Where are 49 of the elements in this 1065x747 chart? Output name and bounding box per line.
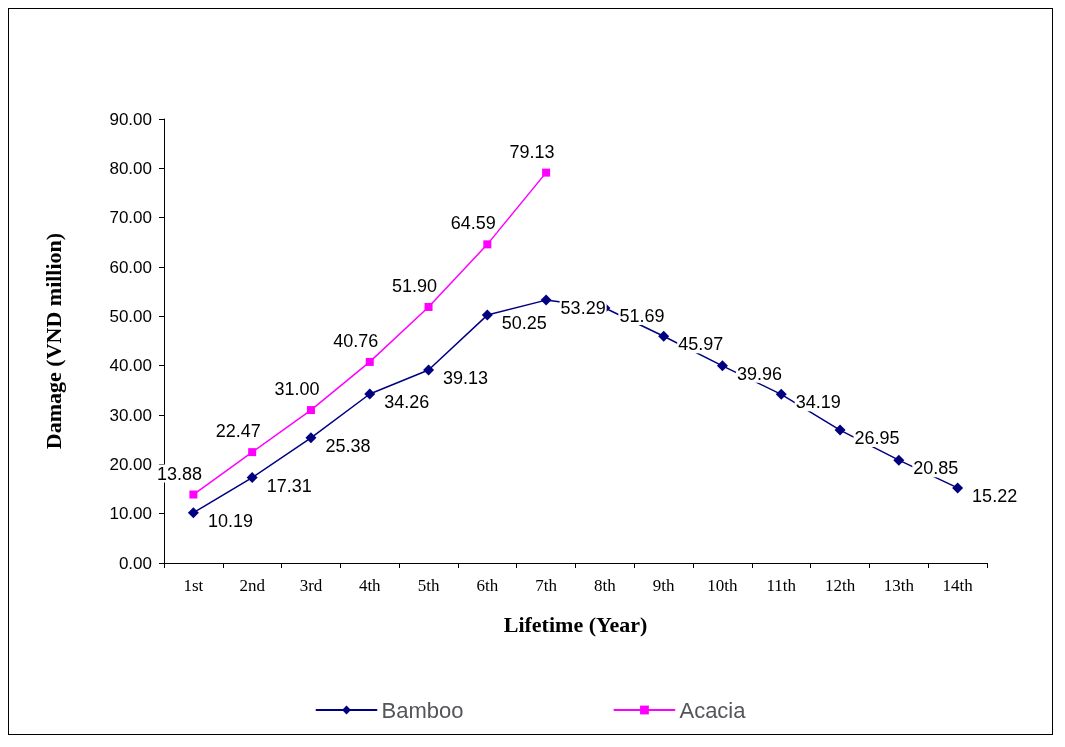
x-tick-label: 3rd [299, 576, 323, 595]
x-tick-label: 8th [594, 576, 617, 595]
data-label: 17.31 [266, 475, 312, 496]
data-label: 13.88 [156, 463, 202, 484]
x-tick-label: 6th [476, 576, 499, 595]
legend-label: Acacia [679, 697, 747, 723]
y-tick-label: 0.00 [118, 553, 152, 573]
data-label: 51.69 [619, 306, 665, 326]
x-tick-label: 5th [417, 576, 440, 595]
data-label: 20.85 [913, 458, 959, 479]
data-label: 51.90 [392, 275, 438, 296]
data-label: 50.25 [501, 313, 547, 334]
data-label: 79.13 [509, 141, 555, 162]
data-label: 64.59 [450, 213, 496, 234]
x-tick-label: 2nd [239, 576, 266, 595]
y-tick-label: 80.00 [109, 158, 152, 178]
x-tick-label: 9th [652, 576, 676, 595]
data-label: 25.38 [325, 435, 371, 456]
y-tick-label: 90.00 [109, 109, 152, 129]
x-tick-label: 7th [535, 576, 558, 595]
x-axis-title: Lifetime (Year) [503, 611, 648, 637]
data-label: 34.19 [795, 392, 841, 413]
y-tick-label: 20.00 [109, 454, 152, 474]
x-tick-label: 11th [766, 576, 797, 595]
x-tick-label: 13th [883, 576, 915, 595]
x-tick-label: 1st [183, 576, 204, 595]
y-tick-label: 60.00 [109, 257, 152, 277]
data-label: 39.96 [736, 363, 783, 384]
x-tick-label: 4th [358, 576, 382, 595]
y-axis-title: Damage (VND million) [40, 232, 66, 450]
data-label: 26.95 [854, 428, 900, 449]
x-tick-label: 10th [707, 576, 739, 595]
x-tick-label: 12th [824, 576, 856, 595]
data-label: 15.22 [972, 485, 1018, 506]
data-label: 31.00 [274, 379, 320, 400]
y-tick-label: 40.00 [109, 356, 152, 376]
data-label: 22.47 [215, 421, 261, 442]
data-label: 39.13 [443, 367, 489, 388]
y-tick-label: 70.00 [109, 208, 152, 228]
y-tick-label: 10.00 [109, 504, 152, 524]
data-label: 45.97 [678, 334, 724, 355]
y-tick-label: 30.00 [109, 405, 152, 425]
data-label: 40.76 [333, 330, 379, 351]
y-tick-label: 50.00 [109, 306, 152, 326]
legend-label: Bamboo [381, 697, 464, 723]
data-label: 10.19 [207, 510, 253, 531]
data-label: 34.26 [384, 391, 430, 412]
x-tick-label: 14th [942, 576, 974, 595]
data-label: 53.29 [560, 298, 606, 319]
